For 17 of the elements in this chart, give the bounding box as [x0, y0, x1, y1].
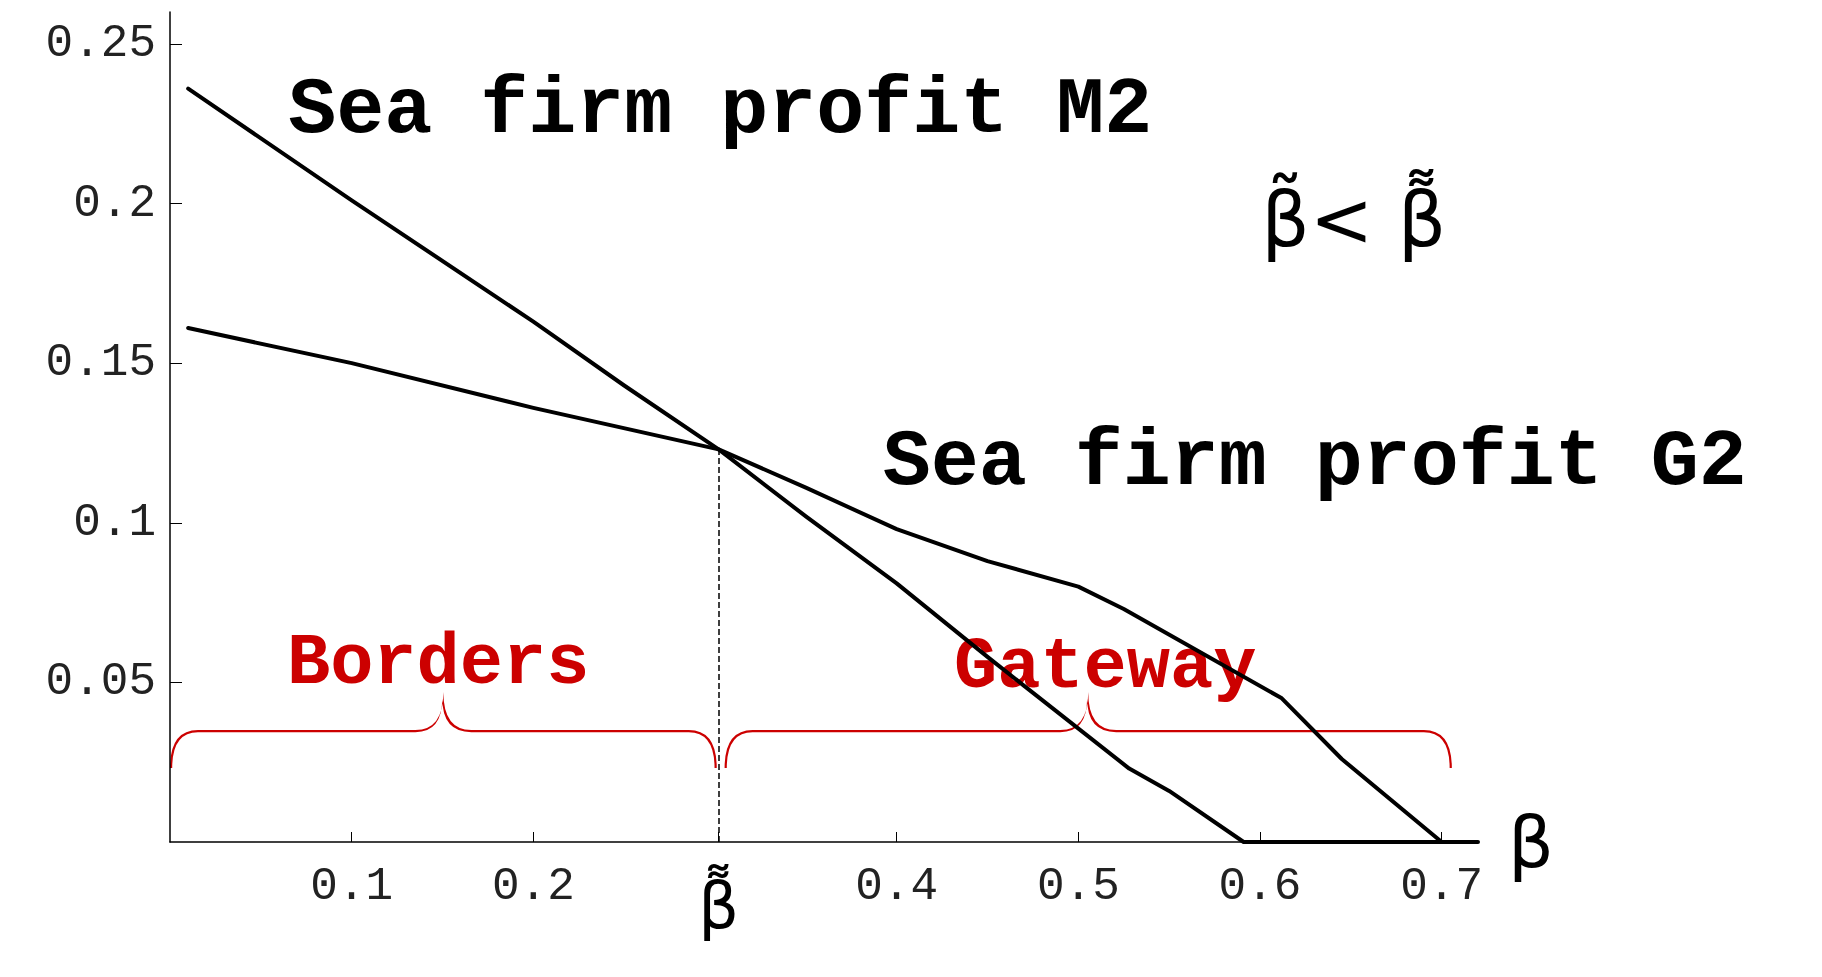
series-label: Sea firm profit M2: [288, 65, 1153, 157]
y-tick-label: 0.15: [45, 337, 156, 390]
y-tick-label: 0.2: [73, 177, 156, 230]
annotation: β̃< β͌: [1261, 169, 1447, 264]
y-tick-label: 0.25: [45, 17, 156, 70]
series-label: Sea firm profit G2: [882, 416, 1747, 508]
x-tick-label: β͌: [698, 864, 740, 943]
annotation: Borders: [286, 622, 590, 705]
x-tick-label: 0.5: [1036, 861, 1120, 913]
x-tick-label: 0.6: [1218, 861, 1302, 913]
x-tick-label: 0.2: [491, 861, 575, 913]
x-tick-label: 0.1: [310, 861, 394, 913]
y-tick-label: 0.1: [73, 496, 156, 549]
x-tick-label: 0.4: [855, 861, 939, 913]
y-tick-label: 0.05: [45, 656, 156, 709]
x-axis-title: β: [1508, 800, 1554, 884]
x-tick-label: 0.7: [1400, 861, 1484, 913]
